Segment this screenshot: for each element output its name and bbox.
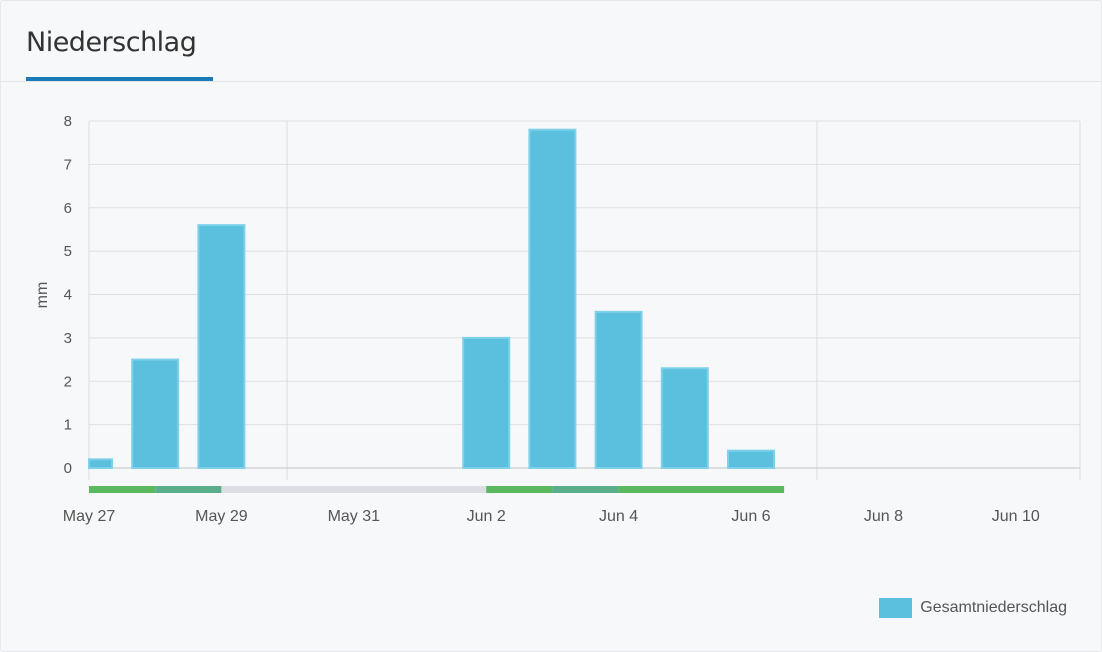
y-tick-label: 4 [64,287,72,304]
legend[interactable]: Gesamtniederschlag [879,597,1067,619]
x-tick-label: Jun 4 [599,508,638,525]
x-tick-label: May 27 [63,508,116,525]
x-tick-label: Jun 2 [467,508,506,525]
bar [528,128,577,470]
y-tick-label: 0 [64,460,72,477]
y-tick-label: 1 [64,417,72,434]
bar [131,358,180,469]
y-tick-label: 2 [64,373,72,390]
bar [197,224,246,469]
page-title: Niederschlag [26,27,197,58]
bar [727,449,775,469]
bar [594,310,643,469]
status-segment [486,486,553,493]
y-tick-label: 3 [64,330,72,347]
y-tick-label: 7 [64,156,72,173]
bar [462,336,511,469]
x-tick-label: May 29 [195,508,248,525]
bars [88,128,775,470]
y-tick-label: 6 [64,200,72,217]
y-axis-title: mm [34,282,51,309]
status-segment [155,486,222,493]
status-segment [552,486,619,493]
panel-header: Niederschlag [1,1,1101,82]
y-tick-label: 8 [64,113,72,130]
y-tick-label: 5 [64,243,72,260]
x-tick-label: May 31 [328,508,381,525]
x-tick-label: Jun 6 [731,508,770,525]
status-segment [221,486,487,493]
legend-swatch [879,598,913,618]
grid-lines [88,120,1081,480]
title-active-underline [26,77,213,81]
bar [660,367,709,469]
status-segment [89,486,156,493]
status-strip [89,486,785,493]
x-tick-label: Jun 8 [864,508,903,525]
x-tick-label: Jun 10 [992,508,1040,525]
bar [88,458,113,470]
axes: 0 1 2 3 4 5 6 7 8 mm May 27 May 29 May 31 Jun 2 Jun 4 J… [34,113,1040,525]
status-segment [618,486,785,493]
legend-label: Gesamtniederschlag [920,599,1067,616]
